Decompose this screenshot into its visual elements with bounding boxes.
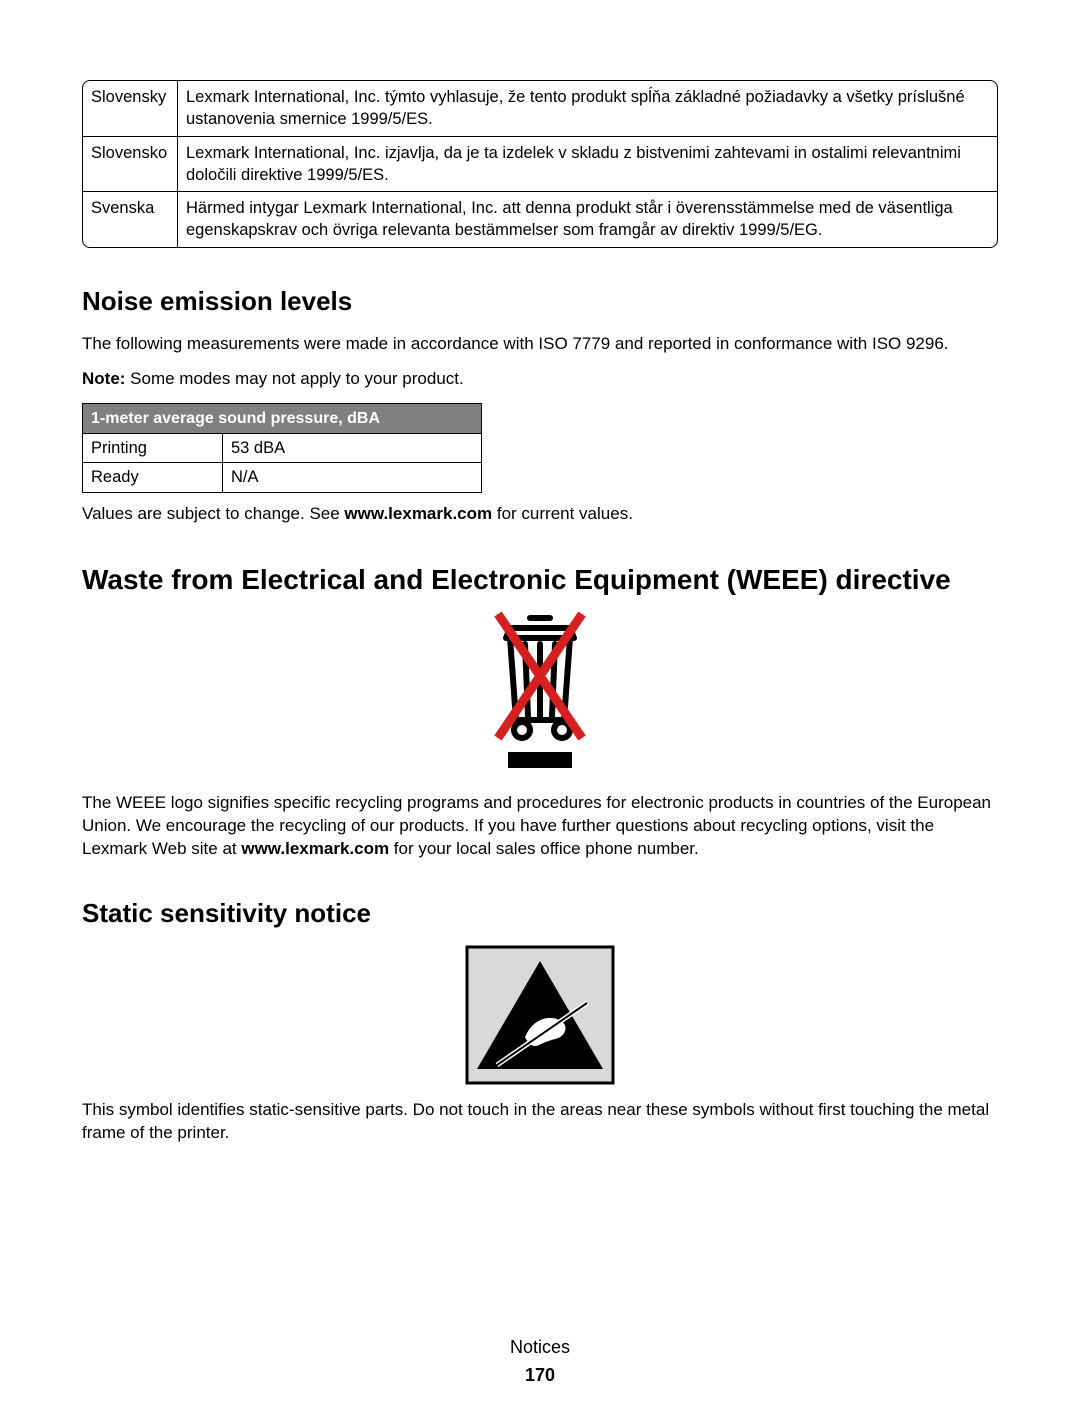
value-cell: 53 dBA bbox=[223, 434, 482, 463]
static-figure bbox=[82, 945, 998, 1085]
esd-icon bbox=[465, 945, 615, 1085]
noise-table-header: 1-meter average sound pressure, dBA bbox=[83, 403, 482, 434]
page-footer: Notices 170 bbox=[82, 1335, 998, 1388]
lang-cell: Svenska bbox=[83, 191, 178, 247]
weee-text: The WEEE logo signifies specific recycli… bbox=[82, 792, 998, 861]
lang-cell: Slovensky bbox=[83, 81, 178, 136]
note-label: Note: bbox=[82, 369, 125, 388]
table-row: Svenska Härmed intygar Lexmark Internati… bbox=[83, 191, 997, 247]
static-text: This symbol identifies static-sensitive … bbox=[82, 1099, 998, 1145]
weee-icon bbox=[480, 608, 600, 778]
noise-intro: The following measurements were made in … bbox=[82, 333, 998, 356]
static-heading: Static sensitivity notice bbox=[82, 896, 998, 931]
lexmark-link: www.lexmark.com bbox=[344, 504, 492, 523]
noise-footnote: Values are subject to change. See www.le… bbox=[82, 503, 998, 526]
language-declarations-table: Slovensky Lexmark International, Inc. tý… bbox=[82, 80, 998, 248]
weee-heading: Waste from Electrical and Electronic Equ… bbox=[82, 561, 998, 599]
note-text: Some modes may not apply to your product… bbox=[125, 369, 463, 388]
footer-page-number: 170 bbox=[82, 1363, 998, 1387]
value-cell: N/A bbox=[223, 463, 482, 492]
table-row: Ready N/A bbox=[83, 463, 482, 492]
table-row: Printing 53 dBA bbox=[83, 434, 482, 463]
declaration-cell: Lexmark International, Inc. týmto vyhlas… bbox=[178, 81, 997, 136]
noise-heading: Noise emission levels bbox=[82, 284, 998, 319]
lang-cell: Slovensko bbox=[83, 136, 178, 192]
lexmark-link: www.lexmark.com bbox=[241, 839, 389, 858]
mode-cell: Ready bbox=[83, 463, 223, 492]
declaration-cell: Härmed intygar Lexmark International, In… bbox=[178, 191, 997, 247]
footer-section: Notices bbox=[82, 1335, 998, 1359]
mode-cell: Printing bbox=[83, 434, 223, 463]
noise-note: Note: Some modes may not apply to your p… bbox=[82, 368, 998, 391]
table-row: Slovensky Lexmark International, Inc. tý… bbox=[83, 81, 997, 136]
table-row: Slovensko Lexmark International, Inc. iz… bbox=[83, 136, 997, 192]
declaration-cell: Lexmark International, Inc. izjavlja, da… bbox=[178, 136, 997, 192]
noise-table: 1-meter average sound pressure, dBA Prin… bbox=[82, 403, 482, 493]
weee-figure bbox=[82, 608, 998, 778]
